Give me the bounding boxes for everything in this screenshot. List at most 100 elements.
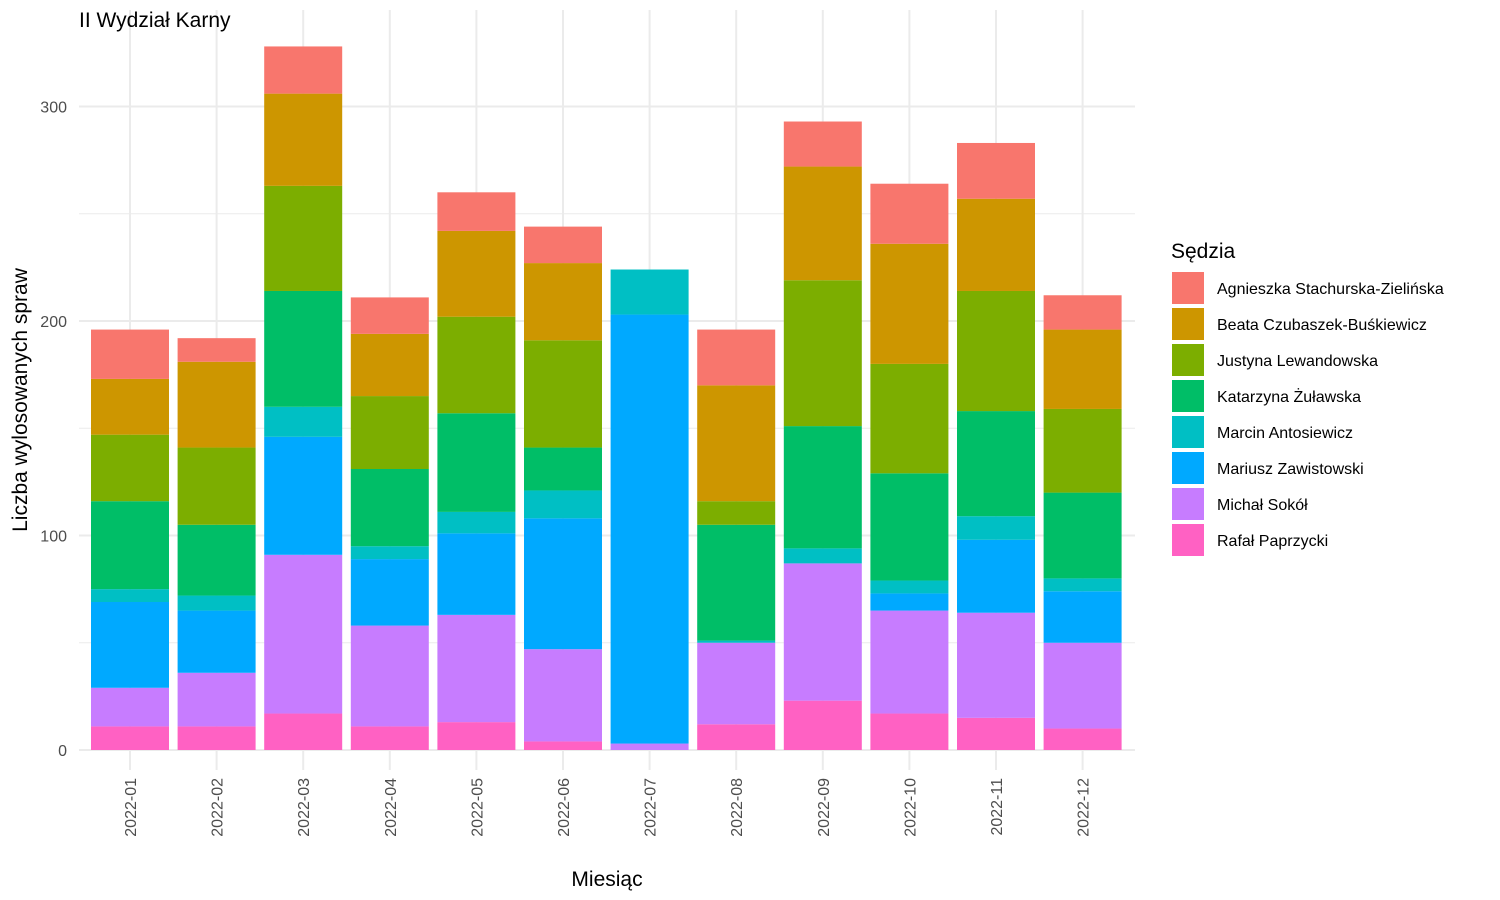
bar-segment xyxy=(177,610,256,673)
bar-segment xyxy=(870,473,949,581)
bar-segment xyxy=(350,297,429,334)
bar-stack-2022-05 xyxy=(437,192,516,750)
bar-segment xyxy=(91,378,169,435)
bar-segment xyxy=(350,546,429,560)
bar-segment xyxy=(437,192,516,231)
bar-stack-2022-06 xyxy=(524,226,602,750)
bar-segment xyxy=(264,46,343,94)
bar-segment xyxy=(1043,642,1122,729)
bar-segment xyxy=(177,361,256,448)
x-axis-ticks: 2022-01 2022-02 2022-03 2022-04 2022-05 2022-… xyxy=(123,778,1093,837)
bar-segment xyxy=(783,121,862,167)
legend-swatch xyxy=(1172,380,1204,412)
legend-swatch xyxy=(1172,416,1204,448)
bar-stack-2022-09 xyxy=(783,121,862,750)
bar-segment xyxy=(264,436,343,555)
bar-segment xyxy=(870,713,949,750)
bar-segment xyxy=(957,516,1035,540)
bar-segment xyxy=(350,559,429,626)
bar-segment xyxy=(91,434,169,502)
bar-segment xyxy=(870,580,949,594)
bar-segment xyxy=(957,198,1035,291)
bar-segment xyxy=(524,741,602,750)
bar-segment xyxy=(870,610,949,714)
x-tick-label: 2022-12 xyxy=(1076,778,1093,837)
bar-segment xyxy=(350,726,429,750)
chart-title: II Wydział Karny xyxy=(79,9,231,32)
bar-segment xyxy=(264,290,343,407)
bar-segment xyxy=(350,625,429,727)
x-tick-label: 2022-01 xyxy=(123,778,140,837)
bar-segment xyxy=(783,548,862,564)
bar-segment xyxy=(91,601,169,688)
bar-segment xyxy=(870,183,949,244)
bar-stack-2022-01 xyxy=(91,329,169,750)
x-tick-label: 2022-11 xyxy=(989,778,1006,836)
bar-segment xyxy=(957,612,1035,718)
bar-segment xyxy=(524,226,602,264)
bar-segment xyxy=(1043,591,1122,643)
bar-stack-2022-11 xyxy=(957,142,1035,750)
bar-segment xyxy=(524,649,602,742)
bar-segment xyxy=(91,726,169,750)
x-tick-label: 2022-03 xyxy=(296,778,313,837)
y-tick-label: 300 xyxy=(40,100,67,117)
bar-segment xyxy=(524,263,602,341)
legend-label: Justyna Lewandowska xyxy=(1217,353,1378,370)
legend-label: Rafał Paprzycki xyxy=(1217,533,1328,550)
bar-segment xyxy=(177,447,256,525)
legend-title: Sędzia xyxy=(1171,240,1236,263)
bar-segment xyxy=(870,243,949,364)
x-tick-label: 2022-09 xyxy=(816,778,833,837)
bar-segment xyxy=(957,411,1035,517)
bar-segment xyxy=(524,490,602,519)
bar-stack-2022-12 xyxy=(1043,295,1122,750)
bar-segment xyxy=(437,533,516,615)
legend: Sędzia Agnieszka Stachurska-Zielińska Bea… xyxy=(1171,240,1444,556)
bar-segment xyxy=(524,518,602,650)
bar-segment xyxy=(264,713,343,750)
bar-segment xyxy=(1043,329,1122,409)
bar-segment xyxy=(177,672,256,727)
bar-segment xyxy=(1043,578,1122,592)
bar-segment xyxy=(697,501,776,525)
y-axis-ticks: 0 100 200 300 xyxy=(40,100,67,761)
bar-segment xyxy=(437,614,516,723)
legend-swatch xyxy=(1172,272,1204,304)
bar-segment xyxy=(437,230,516,317)
bar-segment xyxy=(783,166,862,281)
legend-label: Michał Sokół xyxy=(1217,497,1308,514)
bar-stack-2022-07 xyxy=(610,269,689,750)
bar-segment xyxy=(783,280,862,427)
y-axis-title: Liczba wylosowanych spraw xyxy=(9,267,32,532)
y-tick-label: 100 xyxy=(40,529,67,546)
bar-segment xyxy=(870,363,949,474)
bar-segment xyxy=(264,93,343,186)
bar-segment xyxy=(697,640,776,643)
bar-segment xyxy=(697,385,776,502)
bar-segment xyxy=(870,593,949,611)
bar-segment xyxy=(91,589,169,602)
legend-label: Katarzyna Żuławska xyxy=(1217,387,1361,406)
bar-segment xyxy=(783,563,862,701)
bar-segment xyxy=(783,426,862,549)
bar-segment xyxy=(437,722,516,750)
bar-segment xyxy=(91,329,169,379)
bar-segment xyxy=(350,469,429,547)
x-tick-label: 2022-10 xyxy=(902,778,919,837)
bar-segment xyxy=(350,396,429,470)
bar-segment xyxy=(957,290,1035,412)
legend-swatch xyxy=(1172,308,1204,340)
legend-swatch xyxy=(1172,344,1204,376)
bar-segment xyxy=(91,501,169,590)
bar-segment xyxy=(437,511,516,534)
x-tick-label: 2022-07 xyxy=(643,778,660,837)
legend-swatch xyxy=(1172,524,1204,556)
bar-segment xyxy=(957,539,1035,613)
bar-stack-2022-08 xyxy=(697,329,776,750)
x-tick-label: 2022-02 xyxy=(210,778,227,837)
bar-segment xyxy=(264,185,343,291)
bar-segment xyxy=(177,524,256,596)
legend-label: Agnieszka Stachurska-Zielińska xyxy=(1217,281,1444,298)
